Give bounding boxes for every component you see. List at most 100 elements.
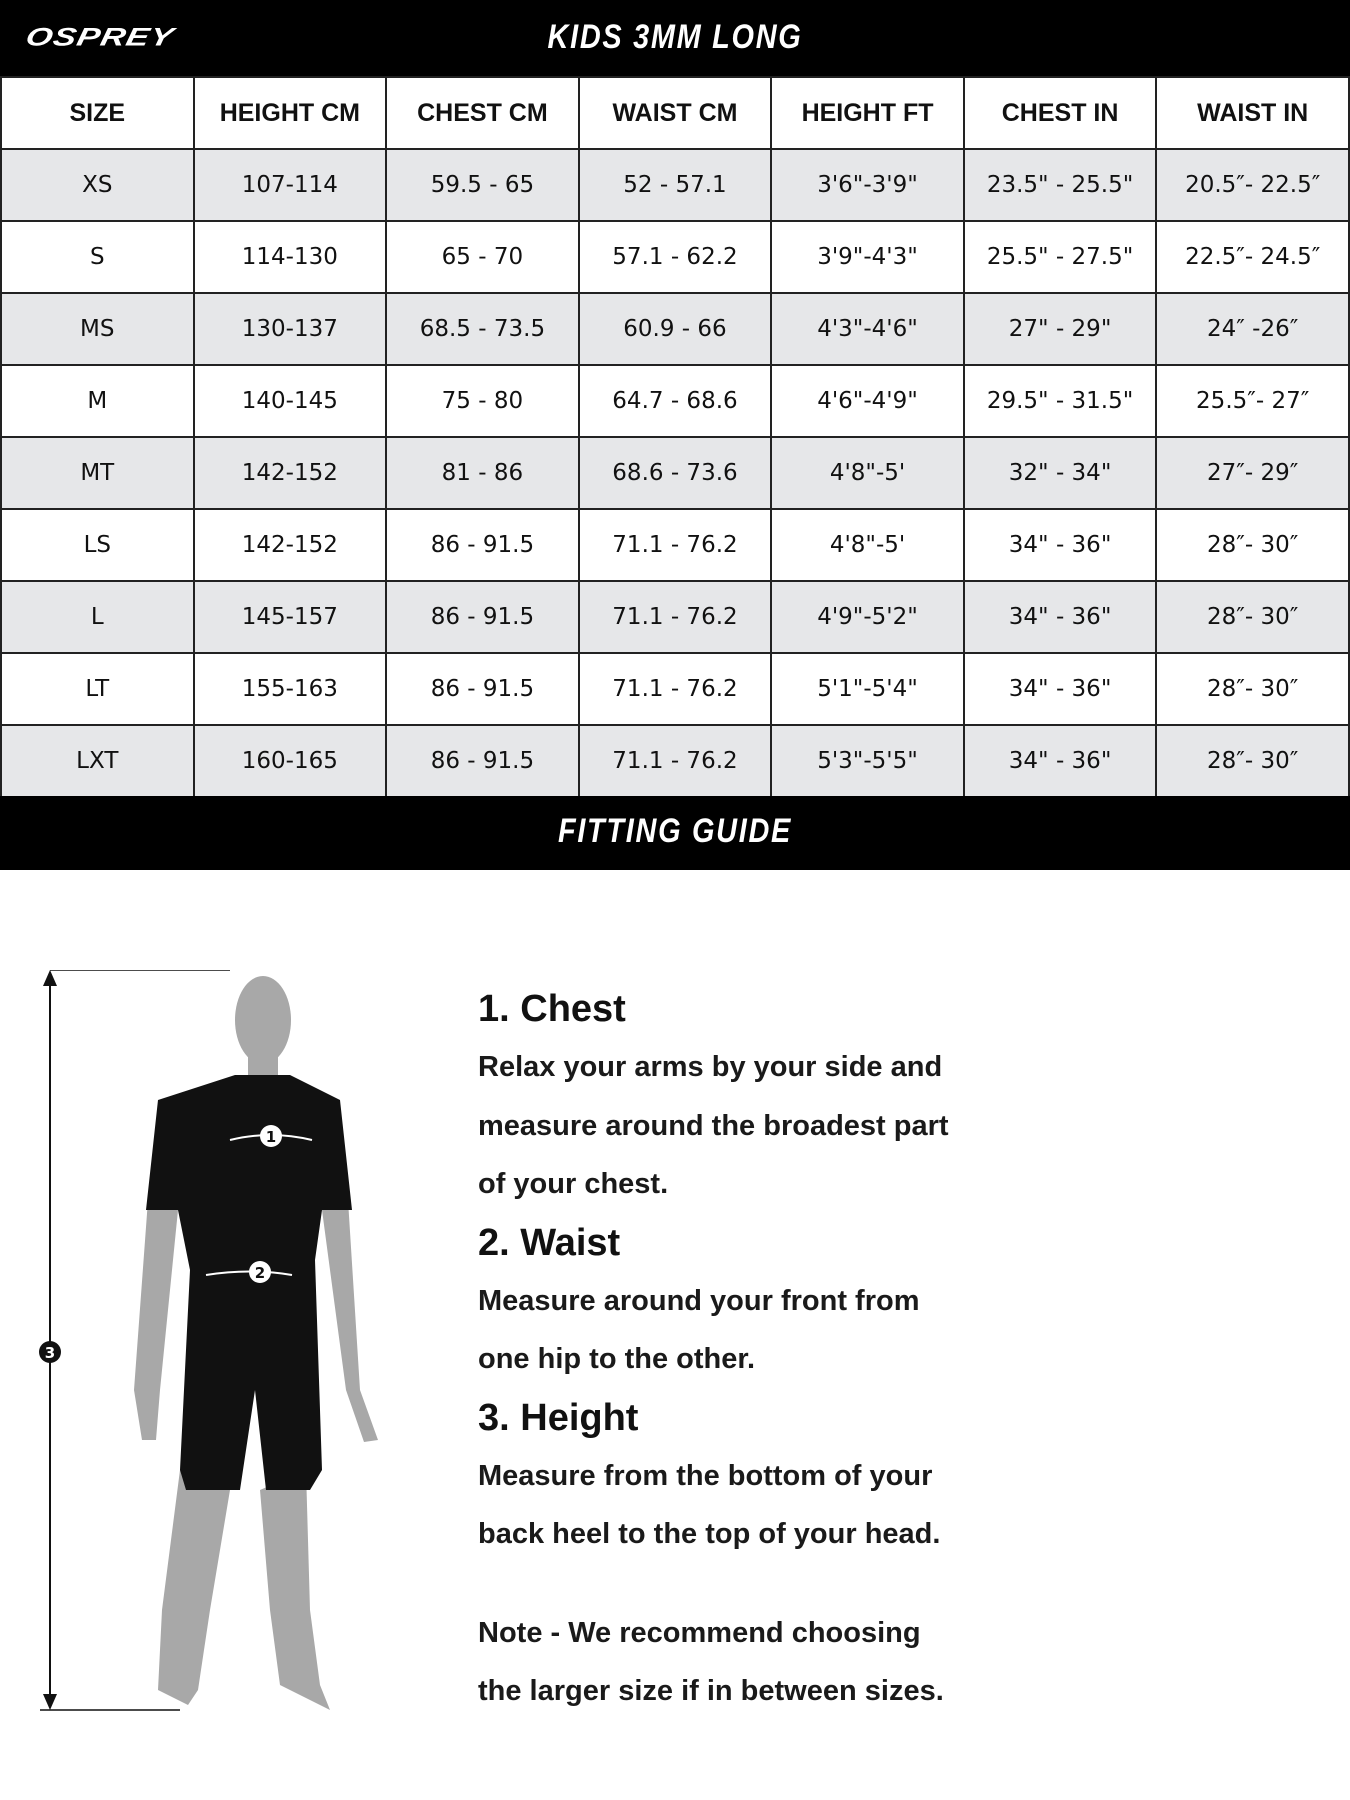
fitting-guide-bar: FITTING GUIDE — [0, 796, 1350, 870]
table-cell: 71.1 - 76.2 — [577, 724, 773, 798]
guide-text: back heel to the top of your head. — [478, 1518, 941, 1550]
table-cell: 86 - 91.5 — [385, 508, 580, 582]
table-cell: LS — [0, 508, 195, 582]
table-cell: 71.1 - 76.2 — [577, 652, 773, 726]
table-row: MT 142-152 81 - 86 68.6 - 73.6 4'8"-5' 32" - … — [0, 436, 1350, 510]
table-row: S 114-130 65 - 70 57.1 - 62.2 3'9"-4'3" 25.5"… — [0, 220, 1350, 294]
table-cell: 60.9 - 66 — [577, 292, 773, 366]
table-cell: MS — [0, 292, 195, 366]
guide-heading: 1. Chest — [478, 988, 626, 1030]
table-cell: 59.5 - 65 — [385, 148, 580, 222]
table-cell: 86 - 91.5 — [385, 724, 580, 798]
table-cell: 145-157 — [192, 580, 388, 654]
table-cell: XS — [0, 148, 195, 222]
table-cell: 20.5″- 22.5″ — [1155, 148, 1350, 222]
table-cell: 57.1 - 62.2 — [577, 220, 773, 294]
table-cell: 4'3"-4'6" — [770, 292, 965, 366]
table-cell: 86 - 91.5 — [385, 580, 580, 654]
table-cell: 3'6"-3'9" — [770, 148, 965, 222]
table-cell: 86 - 91.5 — [385, 652, 580, 726]
table-cell: 34" - 36" — [962, 724, 1158, 798]
guide-heading: 3. Height — [478, 1396, 639, 1439]
size-table: SIZE HEIGHT CM CHEST CM WAIST CM HEIGHT FT CH… — [0, 76, 1350, 798]
table-cell: 4'8"-5' — [770, 436, 965, 510]
body-measurement-figure: 1 2 3 — [39, 970, 378, 1711]
table-cell: 25.5″- 27″ — [1155, 364, 1350, 438]
guide-text: of your chest. — [478, 1168, 669, 1200]
marker-1: 1 — [266, 1128, 276, 1146]
column-header: HEIGHT FT — [770, 76, 965, 150]
table-cell: 5'3"-5'5" — [770, 724, 965, 798]
table-cell: 29.5" - 31.5" — [962, 364, 1158, 438]
guide-text: Relax your arms by your side and — [478, 1051, 943, 1083]
guide-text: Measure from the bottom of your — [478, 1459, 933, 1492]
table-cell: 4'9"-5'2" — [770, 580, 965, 654]
table-cell: 142-152 — [192, 508, 388, 582]
table-cell: 28″- 30″ — [1155, 652, 1350, 726]
table-cell: 64.7 - 68.6 — [577, 364, 773, 438]
table-cell: 68.6 - 73.6 — [577, 436, 773, 510]
chart-title: KIDS 3MM LONG — [547, 18, 803, 56]
header-bar: OSPREY KIDS 3MM LONG — [0, 0, 1350, 76]
table-cell: 114-130 — [192, 220, 388, 294]
table-cell: S — [0, 220, 195, 294]
table-cell: 27" - 29" — [962, 292, 1158, 366]
table-cell: 155-163 — [192, 652, 388, 726]
table-cell: 25.5" - 27.5" — [962, 220, 1158, 294]
table-cell: 160-165 — [192, 724, 388, 798]
table-cell: 68.5 - 73.5 — [385, 292, 580, 366]
table-cell: 27″- 29″ — [1155, 436, 1350, 510]
table-cell: 65 - 70 — [385, 220, 580, 294]
column-header: WAIST IN — [1155, 76, 1350, 150]
guide-text: measure around the broadest part — [478, 1109, 949, 1142]
table-cell: 107-114 — [192, 148, 388, 222]
table-cell: 22.5″- 24.5″ — [1155, 220, 1350, 294]
table-cell: 81 - 86 — [385, 436, 580, 510]
table-cell: 71.1 - 76.2 — [577, 580, 773, 654]
table-header-row: SIZE HEIGHT CM CHEST CM WAIST CM HEIGHT FT CH… — [0, 76, 1350, 150]
table-row: L 145-157 86 - 91.5 71.1 - 76.2 4'9"-5'2" 34"… — [0, 580, 1350, 654]
table-cell: 28″- 30″ — [1155, 580, 1350, 654]
table-cell: 142-152 — [192, 436, 388, 510]
table-cell: 130-137 — [192, 292, 388, 366]
column-header: HEIGHT CM — [192, 76, 388, 150]
table-cell: 24″ -26″ — [1155, 292, 1350, 366]
table-row: LXT 160-165 86 - 91.5 71.1 - 76.2 5'3"-5'5" 3… — [0, 724, 1350, 798]
marker-3: 3 — [45, 1344, 55, 1362]
table-row: MS 130-137 68.5 - 73.5 60.9 - 66 4'3"-4'6" 27… — [0, 292, 1350, 366]
column-header: WAIST CM — [577, 76, 773, 150]
table-cell: 3'9"-4'3" — [770, 220, 965, 294]
table-cell: 34" - 36" — [962, 508, 1158, 582]
table-cell: LXT — [0, 724, 195, 798]
fitting-guide-text: 1. Chest Relax your arms by your side and… — [478, 980, 1278, 1721]
table-cell: 34" - 36" — [962, 580, 1158, 654]
table-cell: 4'6"-4'9" — [770, 364, 965, 438]
guide-heading: 2. Waist — [478, 1221, 621, 1264]
table-row: XS 107-114 59.5 - 65 52 - 57.1 3'6"-3'9" 23.5… — [0, 148, 1350, 222]
table-cell: 52 - 57.1 — [577, 148, 773, 222]
table-cell: 75 - 80 — [385, 364, 580, 438]
table-row: M 140-145 75 - 80 64.7 - 68.6 4'6"-4'9" 29.5"… — [0, 364, 1350, 438]
table-cell: MT — [0, 436, 195, 510]
column-header: SIZE — [0, 76, 195, 150]
table-cell: 28″- 30″ — [1155, 508, 1350, 582]
table-cell: 32" - 34" — [962, 436, 1158, 510]
table-cell: L — [0, 580, 195, 654]
marker-2: 2 — [255, 1264, 265, 1282]
note-text: the larger size if in between sizes. — [478, 1675, 944, 1707]
guide-text: one hip to the other. — [478, 1343, 756, 1375]
table-row: LT 155-163 86 - 91.5 71.1 - 76.2 5'1"-5'4" 34… — [0, 652, 1350, 726]
table-cell: 34" - 36" — [962, 652, 1158, 726]
table-cell: 5'1"-5'4" — [770, 652, 965, 726]
table-cell: LT — [0, 652, 195, 726]
fitting-guide-title: FITTING GUIDE — [557, 812, 793, 850]
column-header: CHEST IN — [962, 76, 1158, 150]
table-cell: 23.5" - 25.5" — [962, 148, 1158, 222]
guide-text: Measure around your front from — [478, 1284, 920, 1317]
table-cell: 28″- 30″ — [1155, 724, 1350, 798]
table-cell: M — [0, 364, 195, 438]
note-text: Note - We recommend choosing — [478, 1616, 921, 1649]
table-cell: 71.1 - 76.2 — [577, 508, 773, 582]
column-header: CHEST CM — [385, 76, 580, 150]
table-row: LS 142-152 86 - 91.5 71.1 - 76.2 4'8"-5' 34" … — [0, 508, 1350, 582]
